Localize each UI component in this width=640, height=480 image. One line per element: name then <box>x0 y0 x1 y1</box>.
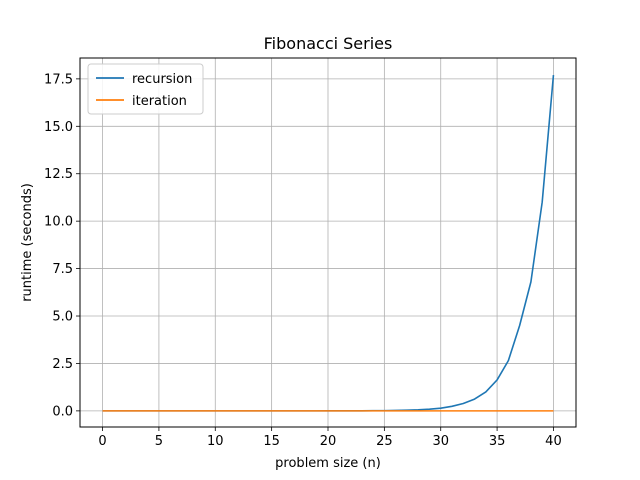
x-tick-label: 0 <box>98 434 106 449</box>
y-tick-label: 10.0 <box>44 215 73 230</box>
legend-label-iteration: iteration <box>132 94 187 109</box>
x-tick-label: 5 <box>155 434 163 449</box>
x-tick-label: 35 <box>489 434 506 449</box>
y-tick-label: 5.0 <box>52 310 73 325</box>
y-tick-label: 7.5 <box>52 262 73 277</box>
x-tick-label: 25 <box>376 434 393 449</box>
series-lines <box>102 74 555 412</box>
x-tick-label: 15 <box>263 434 280 449</box>
y-tick-label: 15.0 <box>44 120 73 135</box>
y-tick-label: 12.5 <box>44 167 73 182</box>
legend-label-recursion: recursion <box>132 72 192 87</box>
x-tick-label: 10 <box>207 434 224 449</box>
x-tick-label: 40 <box>545 434 562 449</box>
legend: recursion iteration <box>87 63 204 115</box>
y-tick-label: 17.5 <box>44 72 73 87</box>
y-tick-label: 0.0 <box>52 404 73 419</box>
y-tick-label: 2.5 <box>52 357 73 372</box>
x-tick-label: 20 <box>320 434 337 449</box>
axis-ticks: 0 5 10 15 20 25 30 35 40 0.0 2.5 5.0 7.5 10.0 12.5 15.0… <box>44 72 562 449</box>
y-axis-label: runtime (seconds) <box>20 183 35 302</box>
x-tick-label: 30 <box>432 434 449 449</box>
x-axis-label: problem size (n) <box>275 456 381 471</box>
legend-box <box>87 63 204 115</box>
chart-title: Fibonacci Series <box>264 34 393 53</box>
